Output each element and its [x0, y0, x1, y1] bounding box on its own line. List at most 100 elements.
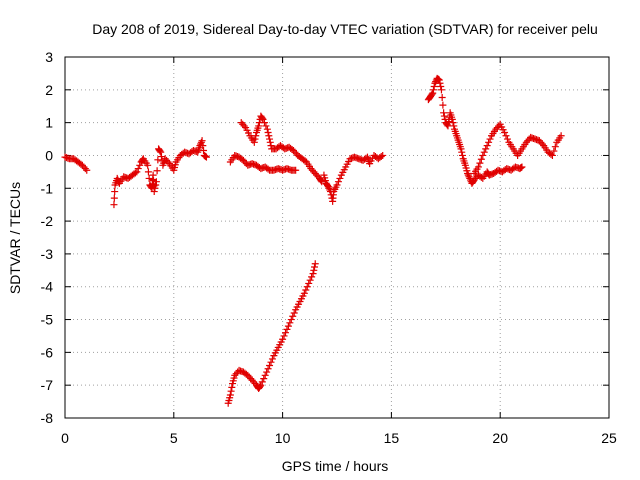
data-point — [199, 142, 207, 150]
data-point — [83, 166, 91, 174]
data-point — [557, 132, 565, 140]
data-point — [486, 135, 494, 143]
data-point — [153, 167, 161, 175]
data-point — [202, 153, 210, 161]
data-point — [282, 329, 290, 337]
data-point — [325, 184, 333, 192]
data-point — [428, 90, 436, 98]
data-point — [258, 378, 266, 386]
data-point — [264, 365, 272, 373]
data-point — [443, 121, 451, 129]
data-point — [81, 165, 89, 173]
data-point — [251, 135, 259, 143]
data-point — [430, 83, 438, 91]
data-point — [310, 266, 318, 274]
data-point — [264, 128, 272, 136]
x-tick-label: 0 — [61, 430, 69, 446]
data-point — [306, 276, 314, 284]
y-tick-label: -7 — [41, 377, 54, 393]
x-tick-label: 10 — [275, 430, 291, 446]
data-point — [252, 132, 260, 140]
data-point — [440, 109, 448, 117]
data-point — [479, 151, 487, 159]
data-point — [265, 132, 273, 140]
data-point — [290, 309, 298, 317]
data-point — [197, 138, 205, 146]
data-point — [131, 169, 139, 177]
data-point — [263, 125, 271, 133]
plot-frame — [64, 56, 610, 419]
data-point — [302, 286, 310, 294]
y-tick-labels: 3 2 1 0 -1 -2 -3 -4 -5 -6 -7 -8 — [41, 49, 54, 426]
data-point — [438, 93, 446, 101]
data-point — [483, 142, 491, 150]
data-point — [300, 289, 308, 297]
data-point — [279, 335, 287, 343]
data-point — [200, 147, 208, 155]
data-point — [439, 101, 447, 109]
y-tick-label: -3 — [41, 246, 54, 262]
data-point — [429, 86, 437, 94]
data-point — [289, 312, 297, 320]
data-point — [266, 138, 274, 146]
data-point — [548, 151, 556, 159]
x-tick-label: 15 — [384, 430, 400, 446]
data-point — [551, 143, 559, 151]
data-point — [311, 260, 319, 268]
data-point — [226, 391, 234, 399]
y-tick-label: -4 — [41, 279, 54, 295]
data-point — [465, 173, 473, 181]
data-point — [257, 381, 265, 389]
data-point — [198, 137, 206, 145]
data-point — [502, 132, 510, 140]
data-point — [256, 382, 264, 390]
data-point — [283, 325, 291, 333]
series-seg6 — [224, 260, 319, 407]
data-point — [156, 147, 164, 155]
data-point — [309, 270, 317, 278]
data-point — [262, 122, 270, 130]
data-point — [476, 159, 484, 167]
data-point — [518, 163, 526, 171]
data-point — [437, 86, 445, 94]
data-point — [464, 170, 472, 178]
data-point — [144, 161, 152, 169]
data-point — [110, 201, 118, 209]
data-point — [152, 181, 160, 189]
data-point — [258, 114, 266, 122]
series-seg8 — [470, 120, 565, 178]
y-tick-label: -1 — [41, 180, 54, 196]
data-point — [267, 358, 275, 366]
data-point — [305, 279, 313, 287]
data-point — [287, 316, 295, 324]
data-point — [268, 355, 276, 363]
data-point — [457, 145, 465, 153]
data-point — [437, 83, 445, 91]
chart-title: Day 208 of 2019, Sidereal Day-to-day VTE… — [92, 21, 598, 37]
data-point — [429, 89, 437, 97]
data-point — [334, 178, 342, 186]
data-point — [228, 383, 236, 391]
data-point — [474, 163, 482, 171]
x-tick-labels: 0 5 10 15 20 25 — [61, 430, 617, 446]
data-point — [111, 188, 119, 196]
data-point — [154, 156, 162, 164]
data-point — [284, 322, 292, 330]
y-tick-label: 3 — [45, 49, 53, 65]
y-axis-title: SDTVAR / TECUs — [7, 182, 23, 294]
x-axis-title: GPS time / hours — [282, 458, 389, 474]
grid-lines — [65, 57, 609, 418]
data-point — [336, 174, 344, 182]
data-point — [250, 138, 258, 146]
data-point — [501, 128, 509, 136]
data-point — [450, 122, 458, 130]
data-point — [445, 118, 453, 126]
series-seg2 — [110, 137, 210, 209]
data-point — [333, 181, 341, 189]
series-seg3 — [226, 151, 300, 174]
data-point — [152, 178, 160, 186]
series-seg4 — [237, 112, 326, 186]
y-tick-label: -5 — [41, 312, 54, 328]
data-point — [255, 122, 263, 130]
y-tick-label: 2 — [45, 82, 53, 98]
